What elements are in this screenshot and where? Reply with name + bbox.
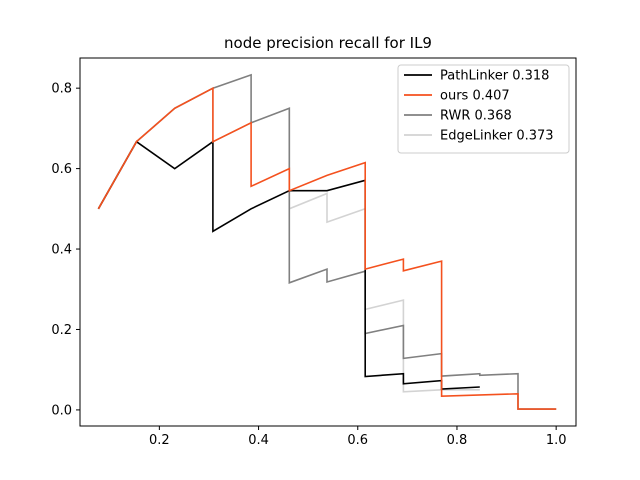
x-tick-label: 0.8 [447, 433, 468, 448]
x-tick-label: 0.2 [149, 433, 170, 448]
series-line-0 [97, 140, 480, 390]
x-axis: 0.2 0.4 0.6 0.8 1.0 [149, 426, 567, 448]
y-tick-label: 0.2 [51, 323, 72, 338]
legend: PathLinker 0.318 ours 0.407 RWR 0.368 EdgeL… [397, 64, 570, 154]
legend-label: ours 0.407 [440, 89, 510, 104]
y-tick-label: 0.4 [51, 243, 72, 258]
y-tick-label: 0.6 [51, 162, 72, 177]
y-tick-label: 0.0 [51, 403, 72, 418]
plot-area [97, 73, 557, 410]
x-tick-label: 0.6 [347, 433, 368, 448]
series-line-1 [97, 86, 557, 410]
legend-label: PathLinker 0.318 [440, 69, 549, 84]
x-tick-label: 1.0 [546, 433, 567, 448]
legend-label: RWR 0.368 [440, 109, 512, 124]
x-tick-label: 0.4 [248, 433, 269, 448]
axes-frame [79, 57, 577, 427]
legend-label: EdgeLinker 0.373 [440, 129, 554, 144]
chart-title: node precision recall for IL9 [224, 34, 432, 52]
y-tick-label: 0.8 [51, 82, 72, 97]
y-axis: 0.0 0.2 0.4 0.6 0.8 [51, 82, 80, 418]
legend-box [397, 64, 570, 154]
